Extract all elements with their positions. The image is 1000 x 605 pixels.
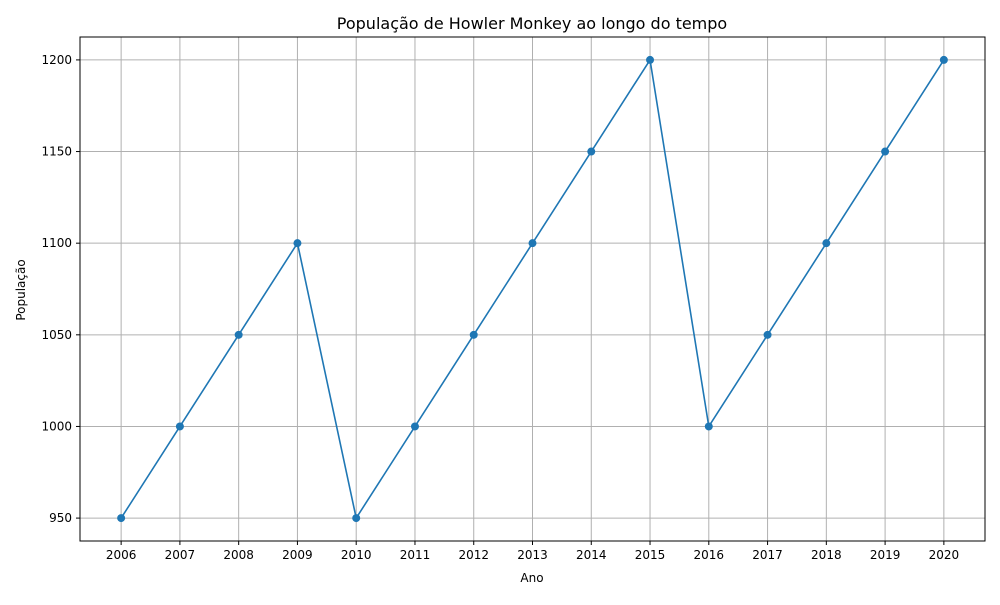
- data-point: [352, 514, 361, 523]
- x-tick-label: 2018: [811, 548, 842, 562]
- data-point: [175, 422, 184, 431]
- x-tick-label: 2008: [223, 548, 254, 562]
- x-tick-label: 2010: [341, 548, 372, 562]
- x-tick-label: 2015: [635, 548, 666, 562]
- plot-frame: [79, 36, 986, 542]
- x-axis-label: Ano: [520, 571, 543, 585]
- x-tick-label: 2016: [694, 548, 725, 562]
- axes: 2006 2007 2008 2009 2010 2011 2012 2013 2014 2015…: [41, 36, 986, 562]
- data-point: [234, 330, 243, 339]
- data-point: [939, 55, 948, 64]
- y-tick-label: 1200: [41, 53, 72, 67]
- series-layer: [117, 55, 948, 523]
- data-point: [469, 330, 478, 339]
- x-tick-label: 2019: [870, 548, 901, 562]
- data-point: [704, 422, 713, 431]
- data-point: [587, 147, 596, 156]
- x-tick-label: 2014: [576, 548, 607, 562]
- data-point: [528, 239, 537, 248]
- chart-title: População de Howler Monkey ao longo do t…: [337, 14, 727, 33]
- y-tick-label: 1100: [41, 236, 72, 250]
- x-tick-label: 2013: [517, 548, 548, 562]
- data-point: [293, 239, 302, 248]
- y-tick-label: 1150: [41, 145, 72, 159]
- data-point: [646, 55, 655, 64]
- data-point: [881, 147, 890, 156]
- y-tick-label: 950: [49, 511, 72, 525]
- x-tick-label: 2007: [165, 548, 196, 562]
- x-tick-label: 2006: [106, 548, 137, 562]
- data-point: [822, 239, 831, 248]
- data-point: [117, 514, 126, 523]
- grid: [80, 37, 985, 541]
- y-axis-label: População: [14, 259, 28, 320]
- y-tick-label: 1050: [41, 328, 72, 342]
- x-tick-label: 2009: [282, 548, 313, 562]
- data-point: [763, 330, 772, 339]
- data-point: [410, 422, 419, 431]
- x-tick-label: 2020: [929, 548, 960, 562]
- x-tick-label: 2017: [752, 548, 783, 562]
- x-tick-label: 2011: [400, 548, 431, 562]
- y-tick-label: 1000: [41, 419, 72, 433]
- x-tick-label: 2012: [458, 548, 489, 562]
